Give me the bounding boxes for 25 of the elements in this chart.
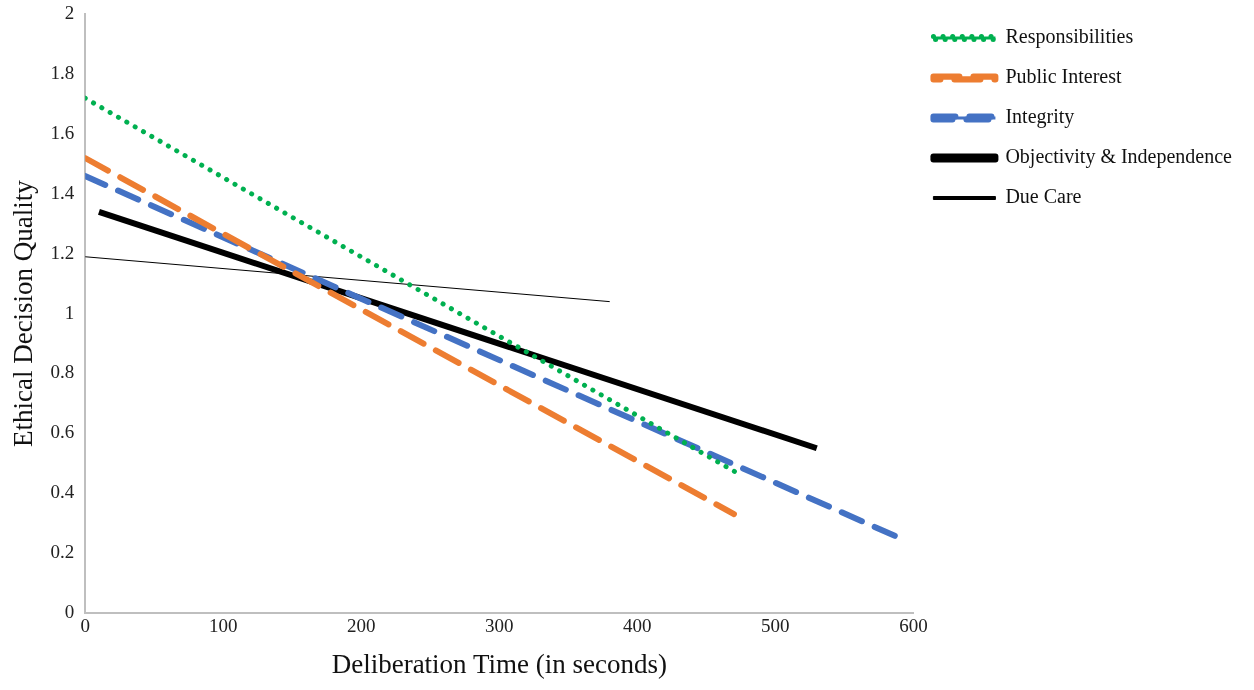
legend-label: Integrity — [1005, 105, 1075, 129]
y-tick-label: 2 — [64, 2, 75, 24]
x-tick-label: 500 — [761, 615, 790, 637]
y-tick-label: 0.2 — [50, 540, 75, 562]
x-axis-title: Deliberation Time (in seconds) — [331, 648, 667, 679]
legend-label: Due Care — [1005, 185, 1082, 208]
y-tick-label: 0 — [64, 600, 75, 622]
y-tick-label: 1.4 — [50, 181, 75, 203]
legend-label: Public Interest — [1005, 65, 1122, 88]
y-tick-label: 0.8 — [50, 361, 75, 383]
y-tick-label: 0.6 — [50, 421, 75, 443]
y-tick-label: 1.6 — [50, 122, 75, 144]
y-axis-title: Ethical Decision Quality — [8, 179, 39, 448]
y-tick-label: 1.2 — [50, 241, 75, 263]
y-tick-label: 0.4 — [50, 481, 75, 503]
x-tick-label: 200 — [346, 615, 376, 637]
x-tick-label: 0 — [80, 615, 90, 637]
legend-label: Objectivity & Independence — [1005, 145, 1233, 169]
x-tick-label: 600 — [899, 615, 928, 637]
x-tick-label: 100 — [208, 615, 238, 637]
y-tick-label: 1 — [64, 301, 75, 323]
x-tick-label: 400 — [623, 615, 652, 637]
legend-label: Responsibilities — [1005, 25, 1134, 49]
y-tick-label: 1.8 — [50, 62, 75, 84]
x-tick-label: 300 — [485, 615, 514, 637]
